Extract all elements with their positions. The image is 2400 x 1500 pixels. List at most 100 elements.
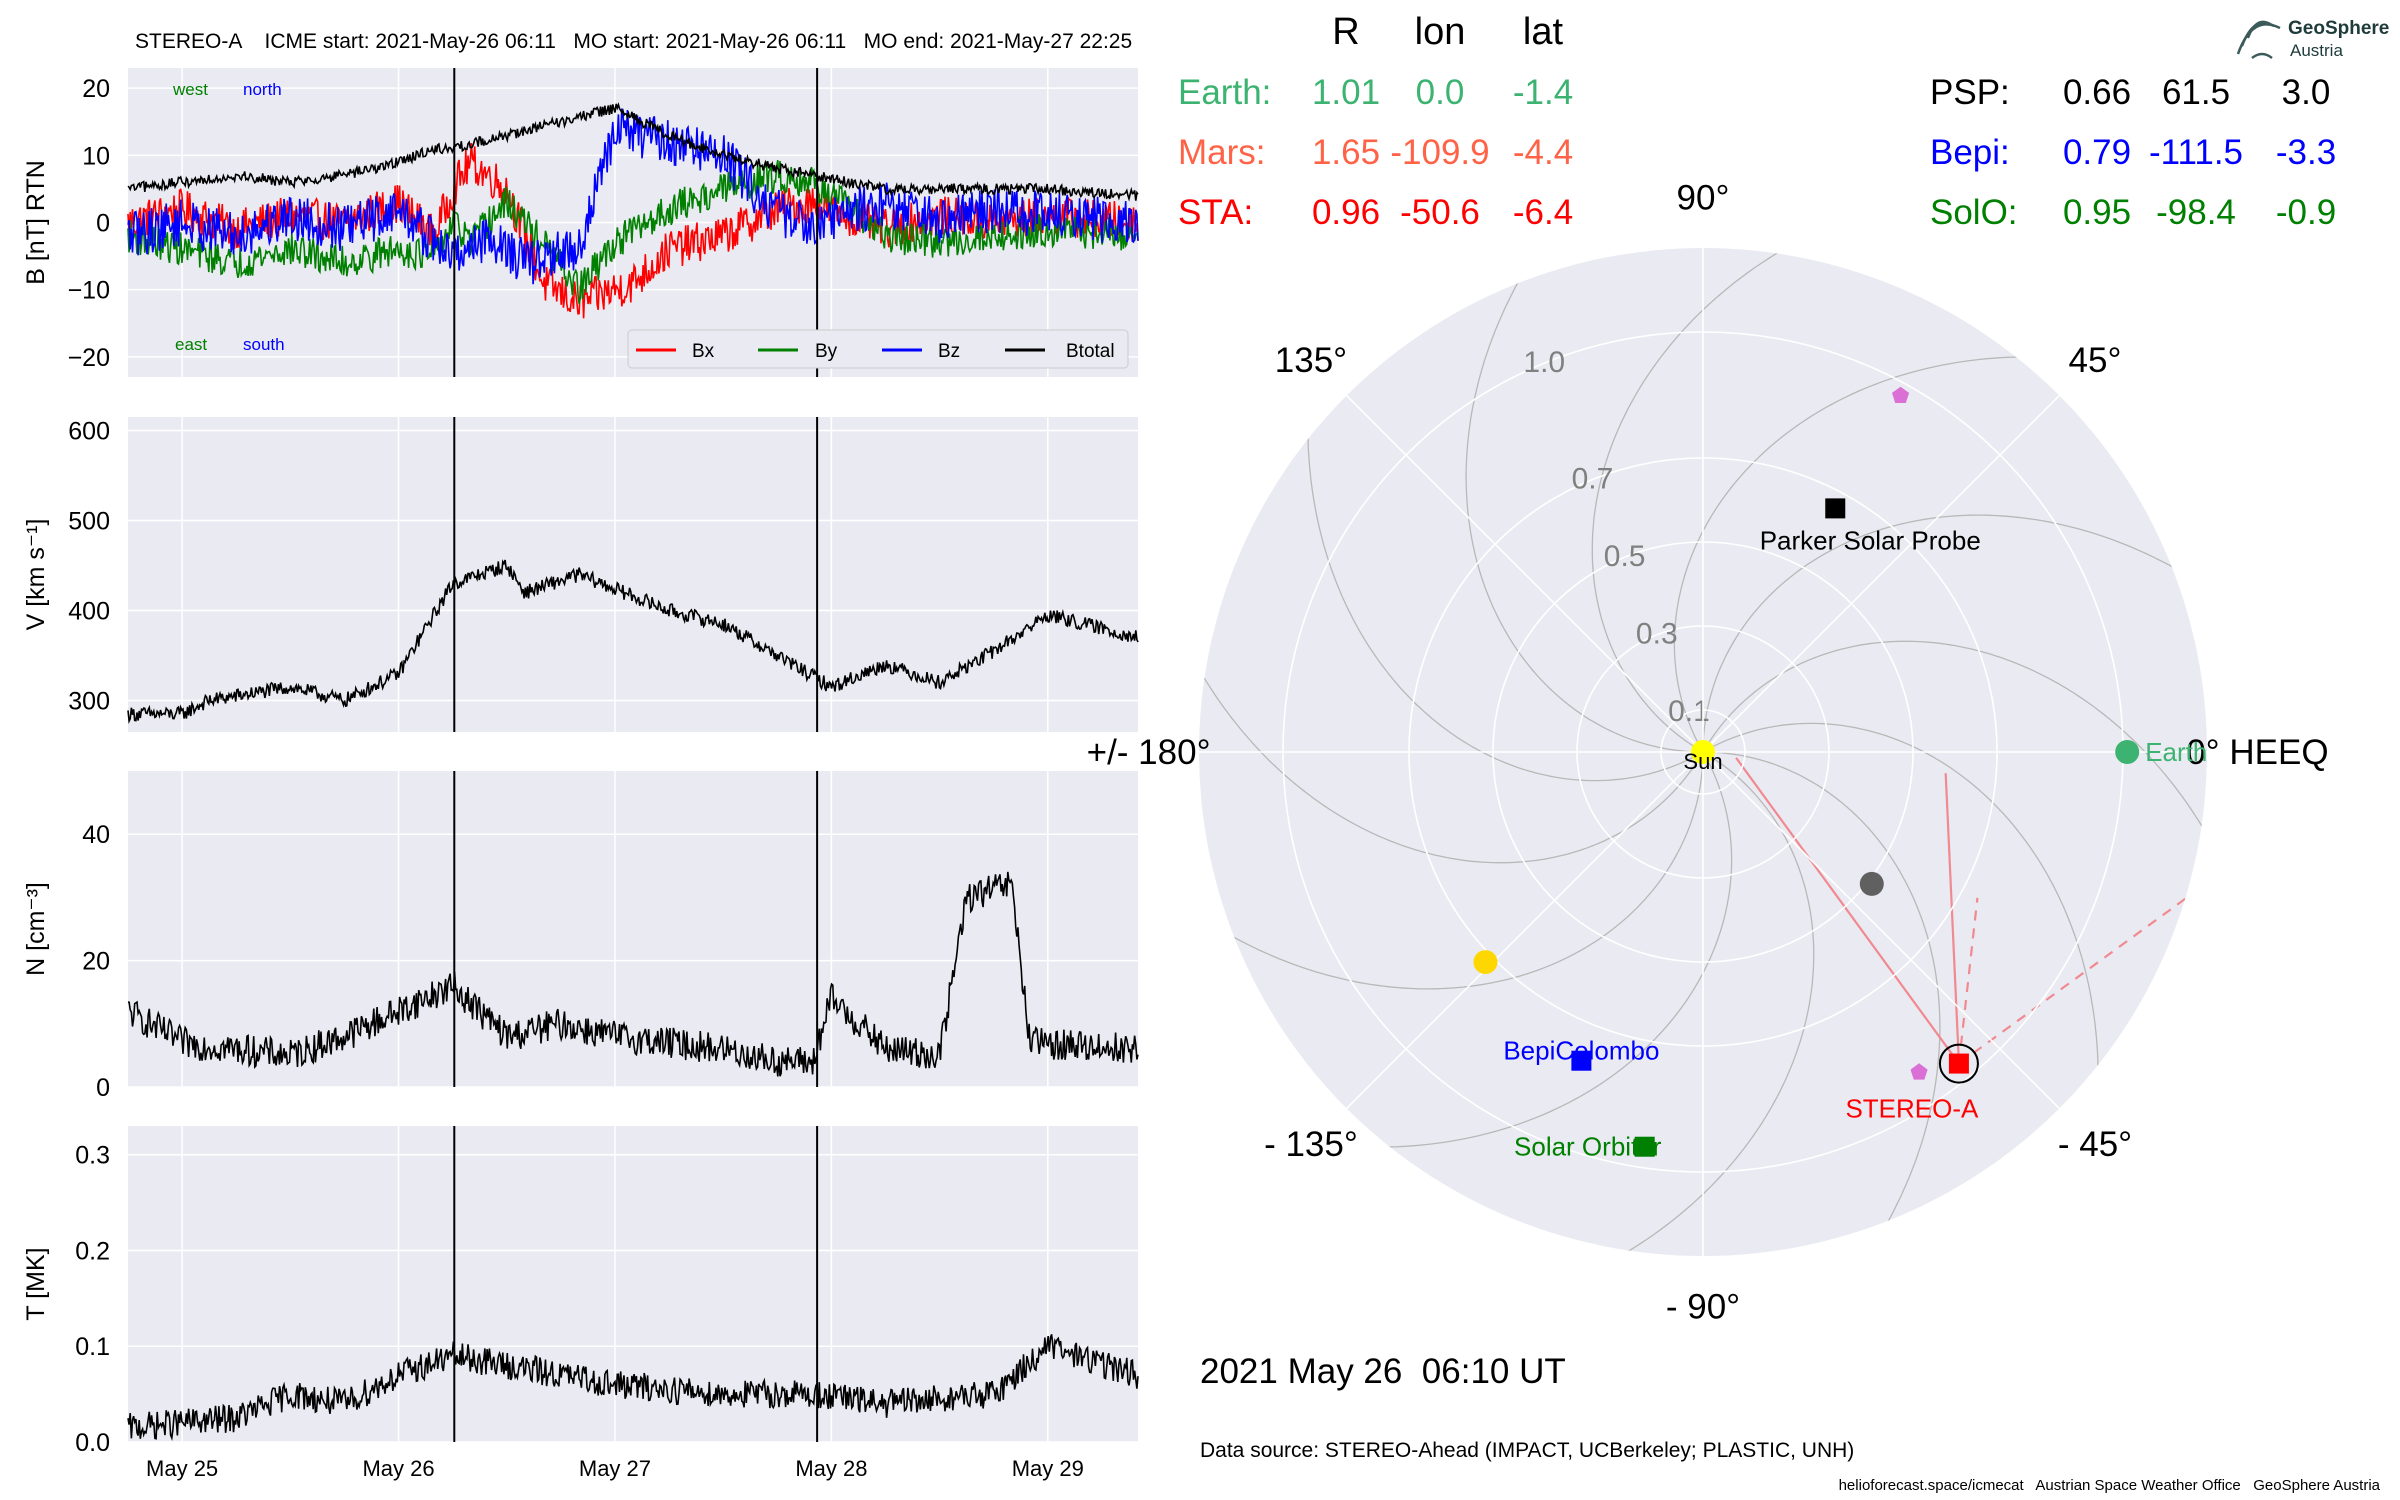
- angular-grid-line: [1346, 395, 1704, 753]
- spiral-line: [1702, 514, 2207, 752]
- position-r: 1.01: [1312, 73, 1380, 112]
- angle-label: +/- 180°: [1087, 733, 1211, 772]
- position-name: Bepi:: [1930, 133, 2010, 172]
- position-lat: -3.3: [2276, 133, 2336, 172]
- x-tick-label: May 25: [146, 1456, 218, 1481]
- footer-credits: helioforecast.space/icmecat Austrian Spa…: [1839, 1477, 2381, 1494]
- position-r: 1.65: [1312, 133, 1380, 172]
- body-marker-mars-unlabeled-: [1859, 871, 1884, 896]
- series-line-bx: [127, 143, 1139, 319]
- y-tick-label: 20: [82, 948, 110, 976]
- y-tick-label: −10: [68, 277, 110, 305]
- x-tick-label: May 27: [579, 1456, 651, 1481]
- y-tick-label: 0.3: [75, 1142, 110, 1170]
- position-lat: -1.4: [1513, 73, 1573, 112]
- position-lon: -111.5: [2149, 133, 2243, 172]
- spiral-line: [1591, 248, 1812, 753]
- position-name: Mars:: [1178, 133, 1266, 172]
- event-header: STEREO-A ICME start: 2021-May-26 06:11 M…: [135, 30, 1132, 53]
- position-name: STA:: [1178, 193, 1253, 232]
- y-tick-label: 40: [82, 821, 110, 849]
- angle-label: 90°: [1677, 179, 1730, 218]
- legend-label-by: By: [815, 341, 838, 362]
- body-label-sun: Sun: [1683, 749, 1722, 774]
- position-lat: 3.0: [2282, 73, 2331, 112]
- radial-tick-label: 0.5: [1604, 540, 1646, 573]
- stereo-a-fov-line: [1958, 878, 2207, 1065]
- angle-label: 45°: [2069, 341, 2122, 380]
- position-name: PSP:: [1930, 73, 2010, 112]
- angle-label: - 135°: [1264, 1125, 1358, 1164]
- series-line-btotal: [127, 102, 1139, 202]
- annotation-south: south: [243, 335, 285, 354]
- spiral-line: [1673, 356, 2056, 753]
- position-name: SolO:: [1930, 193, 2018, 232]
- y-tick-label: 400: [68, 598, 110, 626]
- x-tick-label: May 28: [795, 1456, 867, 1481]
- body-label-earth: Earth: [2145, 737, 2207, 767]
- y-tick-label: −20: [68, 344, 110, 372]
- parker-spirals: [1199, 248, 2207, 1256]
- position-row: Bepi: 0.79 -111.5 -3.3: [1930, 133, 2336, 172]
- position-r: 0.96: [1312, 193, 1380, 232]
- series-line-speed: [127, 559, 1139, 725]
- spiral-line: [1350, 751, 1733, 1148]
- body-label-parker-solar-probe: Parker Solar Probe: [1760, 525, 1981, 555]
- series-line-density: [127, 871, 1139, 1077]
- panel-magnetic-field: −20 −10 0 10 20 B [nT] RTN west north east south: [22, 68, 1139, 377]
- plot-area: [128, 417, 1138, 732]
- body-marker-sun: [1691, 740, 1715, 764]
- series-line-temperature: [127, 1334, 1139, 1442]
- spiral-line: [1307, 399, 1704, 782]
- angle-label: - 45°: [2058, 1125, 2132, 1164]
- logo-text-line2: Austria: [2290, 41, 2343, 60]
- body-label-bepicolombo: BepiColombo: [1503, 1036, 1659, 1066]
- radial-tick-label: 1.0: [1523, 346, 1565, 379]
- positions-table-right: PSP: 0.66 61.5 3.0 Bepi: 0.79 -111.5 -3.3 SolO…: [1930, 73, 2336, 232]
- legend-box: [627, 329, 1129, 369]
- angular-grid-line: [1702, 751, 2060, 1109]
- position-r: 0.66: [2063, 73, 2131, 112]
- y-tick-label: 20: [82, 75, 110, 103]
- y-axis-label: N [cm⁻³]: [22, 882, 50, 976]
- body-marker-earth: [2115, 740, 2140, 764]
- col-header-lon: lon: [1415, 11, 1466, 53]
- body-marker-stereo-a: [1948, 1053, 1969, 1074]
- y-axis-label: T [MK]: [22, 1247, 50, 1320]
- spiral-line: [1703, 751, 1941, 1256]
- position-lon: 0.0: [1416, 73, 1465, 112]
- position-row: PSP: 0.66 61.5 3.0: [1930, 73, 2330, 112]
- body-marker-venus-unlabeled-: [1473, 950, 1498, 975]
- position-lat: -0.9: [2276, 193, 2336, 232]
- x-tick-label: May 29: [1012, 1456, 1084, 1481]
- y-tick-label: 0.1: [75, 1333, 110, 1361]
- stereo-a-fov-line: [1735, 757, 1960, 1065]
- logo-text-line1: GeoSphere: [2288, 18, 2389, 39]
- body-marker-solar-orbiter: [1634, 1136, 1655, 1157]
- y-tick-label: 10: [82, 142, 110, 170]
- data-source: Data source: STEREO-Ahead (IMPACT, UCBer…: [1200, 1439, 1854, 1462]
- annotation-west: west: [172, 80, 208, 99]
- position-lon: -109.9: [1390, 133, 1489, 172]
- spiral-line: [1199, 752, 1704, 990]
- radial-tick-label: 0.7: [1572, 462, 1614, 495]
- series-line-by: [127, 160, 1138, 304]
- y-tick-label: 0: [96, 1074, 110, 1102]
- spiral-line: [1702, 722, 2099, 1105]
- y-tick-label: 600: [68, 418, 110, 446]
- annotation-north: north: [243, 80, 282, 99]
- body-label-solar-orbiter: Solar Orbiter: [1514, 1132, 1662, 1162]
- col-header-r: R: [1332, 11, 1359, 53]
- series-line-bz: [127, 108, 1139, 285]
- spiral-line: [1199, 643, 1704, 864]
- timestamp: 2021 May 26 06:10 UT: [1200, 1352, 1566, 1391]
- position-lat: -4.4: [1513, 133, 1573, 172]
- angle-label: 135°: [1275, 341, 1347, 380]
- spiral-line: [1465, 248, 1703, 753]
- spiral-line: [1702, 640, 2207, 861]
- logo-swirl-icon: [2236, 20, 2281, 60]
- legend-label-bz: Bz: [938, 341, 960, 362]
- y-tick-label: 0.2: [75, 1237, 110, 1265]
